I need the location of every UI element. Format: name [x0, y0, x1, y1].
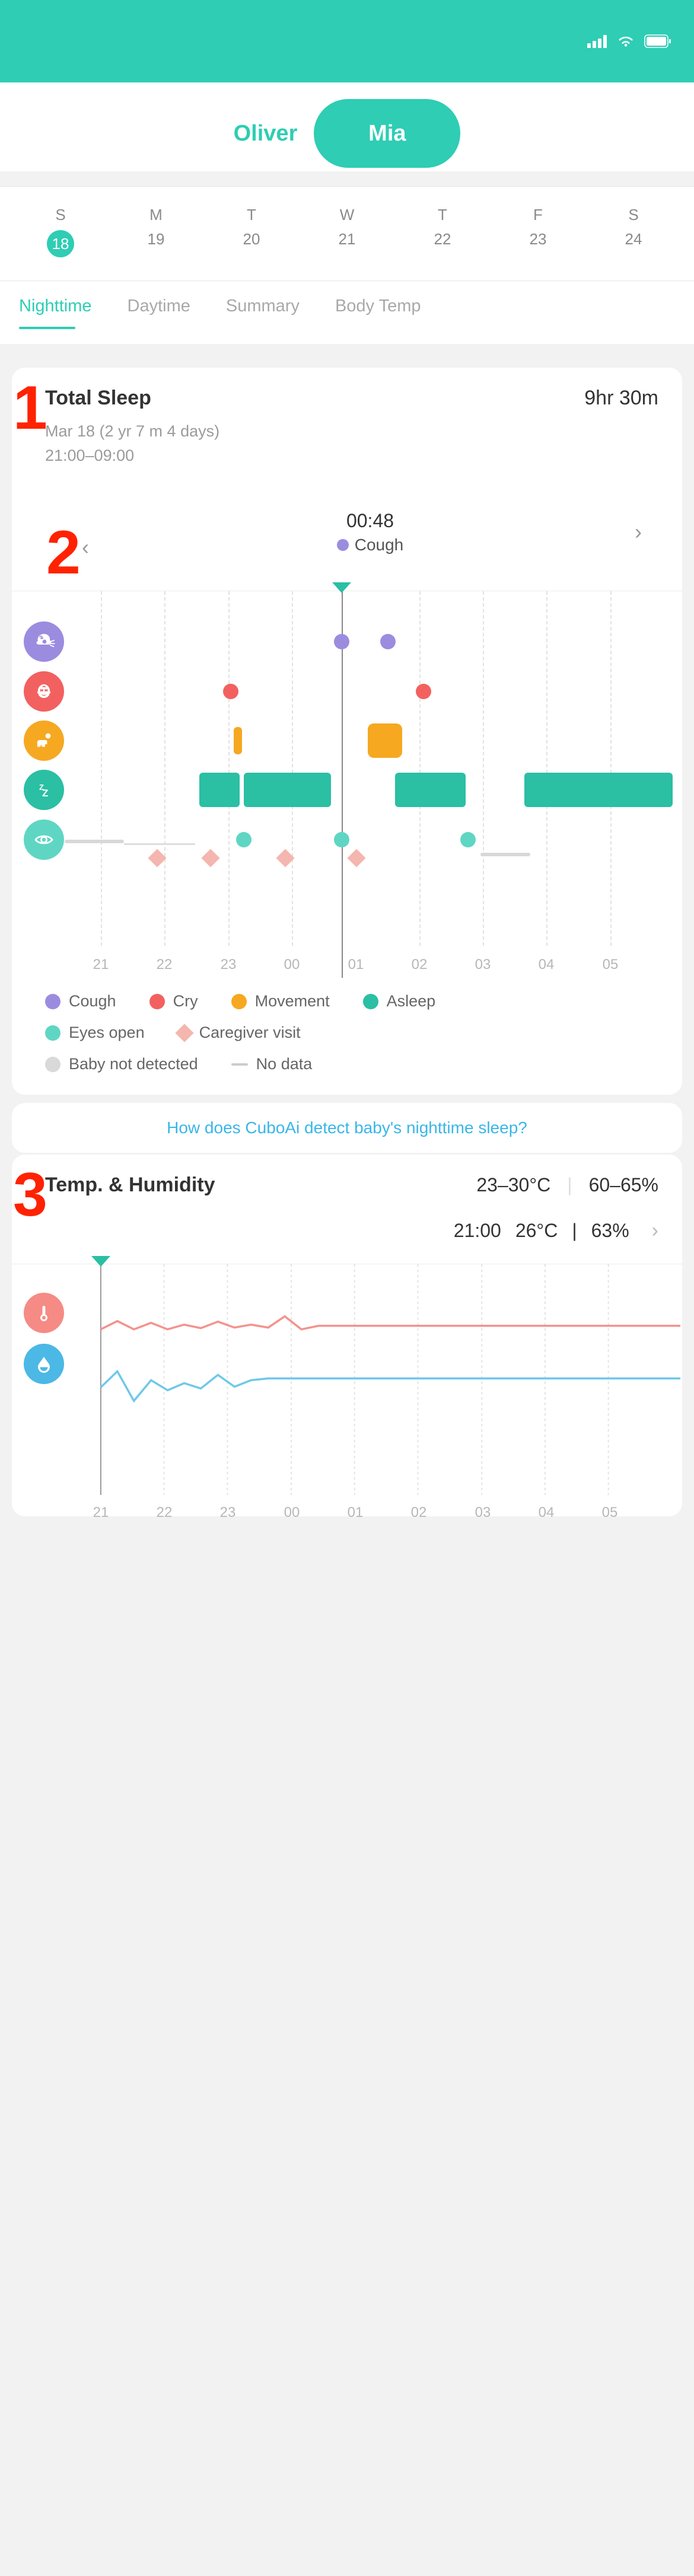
svg-text:Z: Z [42, 788, 48, 799]
